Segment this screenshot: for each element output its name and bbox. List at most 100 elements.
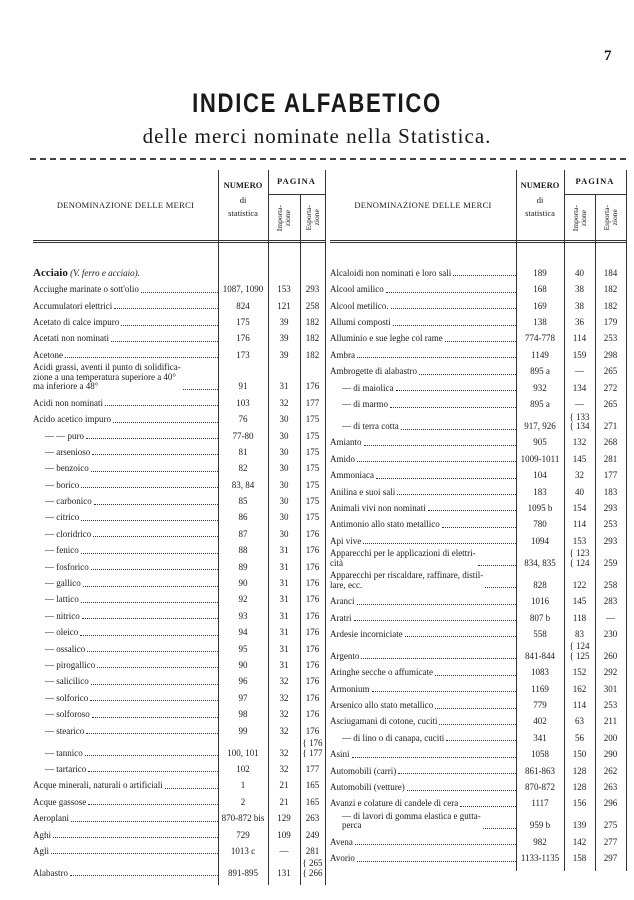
entry-name: Acque minerali, naturali o artificiali (33, 781, 165, 791)
table-row: Acido acetico impuro 76 30 175 (33, 411, 325, 427)
entry-importazione: — (575, 399, 584, 410)
dot-leader (435, 674, 516, 676)
entry-numero: 1094 (531, 535, 549, 546)
entry-name: — carbonico (45, 496, 94, 507)
entry-esportazione: 165 (305, 780, 320, 791)
table-row: Allumi composti 138 36 179 (330, 314, 626, 330)
dot-leader (81, 487, 218, 489)
entry-name-text: — pirogallico (45, 659, 96, 670)
entry-numero: 87 (238, 528, 248, 539)
entry-importazione: 38 (575, 284, 584, 295)
entry-importazione: 39 (279, 333, 289, 344)
dot-leader (80, 601, 218, 603)
entry-name-text: Acciughe marinate o sott'olio (33, 284, 139, 295)
page-subtitle: delle merci nominate nella Statistica. (142, 124, 492, 148)
entry-name-cell: — cloridrico (33, 529, 218, 543)
entry-name-text: — oleico (45, 627, 79, 638)
table-row: — oleico 94 31 176 (33, 624, 325, 640)
entry-name-cell: Asciugamani di cotone, cuciti (330, 717, 516, 730)
entry-name-text: Amianto (330, 437, 362, 448)
entry-numero: 138 (533, 317, 547, 328)
table-header: DENOMINAZIONE DELLE MERCI NUMERO di statist… (330, 170, 626, 243)
entry-name-text: — gallico (45, 578, 81, 589)
table-row: Aringhe secche o affumicate 1083 152 292 (330, 664, 626, 680)
dot-leader (390, 406, 516, 408)
entry-name-cell: Agli (33, 846, 218, 860)
entry-name: Ardesie incorniciate (330, 628, 405, 640)
entry-esportazione: 281 (305, 845, 320, 856)
entry-esportazione: 175 (305, 430, 320, 441)
entry-importazione: 30 (279, 479, 289, 490)
table-row: — di lavori di gomma elastica e gutta- p… (330, 811, 626, 834)
entry-name-cell: Alabastro (33, 868, 218, 882)
entry-numero: 1058 (531, 749, 549, 760)
table-row: — benzoico 82 30 175 (33, 460, 325, 476)
entry-esportazione: 182 (305, 333, 320, 344)
table-row: Amianto 905 132 268 (330, 435, 626, 451)
entry-name-cell: Apparecchi per riscaldare, raffinare, di… (330, 571, 516, 593)
table-row: Argento 841-844 { 124 { 125 260 (330, 642, 626, 664)
entry-name-cell: — stearico (33, 726, 218, 740)
entry-name-cell: Aghi (33, 830, 218, 844)
entry-name-cell: Acido acetico impuro (33, 414, 218, 428)
entry-importazione: — (279, 845, 289, 856)
entry-name-text: Accumulatori elettrici (33, 300, 113, 311)
table-row: Acque gassose 2 21 165 (33, 794, 325, 810)
entry-numero: 98 (238, 709, 248, 720)
entry-name: — lattico (45, 595, 81, 605)
header-numero-label: NUMERO (223, 180, 263, 190)
table-row: Arsenico allo stato metallico 779 114 253 (330, 697, 626, 713)
entry-name: Anilina e suoi sali (330, 487, 397, 498)
entry-importazione: 31 (279, 627, 289, 638)
entry-name: Accumulatori elettrici (33, 300, 114, 312)
entry-numero: 1117 (531, 798, 549, 809)
entry-importazione: 32 (279, 692, 289, 703)
entry-numero: 861-863 (525, 765, 555, 776)
entry-esportazione: 263 (603, 782, 618, 793)
table-row: Accumulatori elettrici 824 121 258 (33, 298, 325, 314)
entry-name: — arsenioso (45, 447, 92, 458)
entry-esportazione: 176 (305, 578, 320, 589)
entry-importazione: 36 (575, 317, 584, 328)
table-row: Aranci 1016 145 283 (330, 593, 626, 609)
header-importazione-label: Importa- zione (275, 204, 292, 232)
entry-numero: 90 (238, 578, 248, 589)
column-rule (595, 194, 596, 871)
entry-importazione: 31 (279, 561, 289, 572)
entry-name: Apparecchi per riscaldare, raffinare, di… (330, 571, 485, 590)
dot-leader (376, 477, 516, 479)
entry-name-text: Ardesie incorniciate (330, 628, 403, 639)
entry-name-cell: Acque minerali, naturali o artificiali (33, 781, 218, 794)
entry-importazione: 122 (572, 579, 587, 590)
entry-numero: 834, 835 (524, 557, 556, 568)
entry-esportazione: 253 (603, 700, 618, 711)
entry-esportazione: 293 (603, 502, 618, 513)
entry-name-text: Avanzi e colature di candele di cera (330, 798, 459, 809)
entry-name-cell: Acciaio (V. ferro e acciaio). (33, 267, 218, 282)
dot-leader (81, 618, 218, 620)
entry-name-cell: Allumi composti (330, 317, 516, 331)
entry-name-cell: Aringhe secche o affumicate (330, 668, 516, 681)
entry-name-text: Alcool metilico. (330, 300, 389, 311)
table-row: Apparecchi per le applicazioni di elettr… (330, 549, 626, 571)
entry-note: (V. ferro e acciaio). (70, 267, 140, 278)
header-numero-sub: statistica (228, 208, 258, 218)
entry-name-cell: Acque gassose (33, 797, 218, 811)
entry-name-text: Acidi grassi, aventi il punto di solidif… (33, 362, 181, 392)
column-rule (626, 170, 627, 871)
entry-name-cell: Aeroplani (33, 813, 218, 827)
entry-name: — borico (45, 480, 81, 491)
entry-esportazione: 165 (305, 796, 320, 807)
header-name: DENOMINAZIONE DELLE MERCI (354, 200, 492, 210)
entry-numero: 86 (238, 512, 248, 523)
entry-name: — solforico (45, 693, 90, 704)
entry-name-cell: Apparecchi per le applicazioni di elettr… (330, 549, 516, 571)
entry-name-cell: — carbonico (33, 496, 218, 510)
entry-importazione: 40 (575, 267, 584, 278)
entry-name: Alabastro (33, 868, 70, 879)
entry-numero: 917, 926 (524, 421, 556, 432)
entry-importazione: 30 (279, 528, 289, 539)
table-row: — di terra cotta 917, 926 { 133 { 134 271 (330, 412, 626, 435)
entry-esportazione: 183 (603, 486, 618, 497)
entry-name: Alcool metilico. (330, 300, 391, 312)
